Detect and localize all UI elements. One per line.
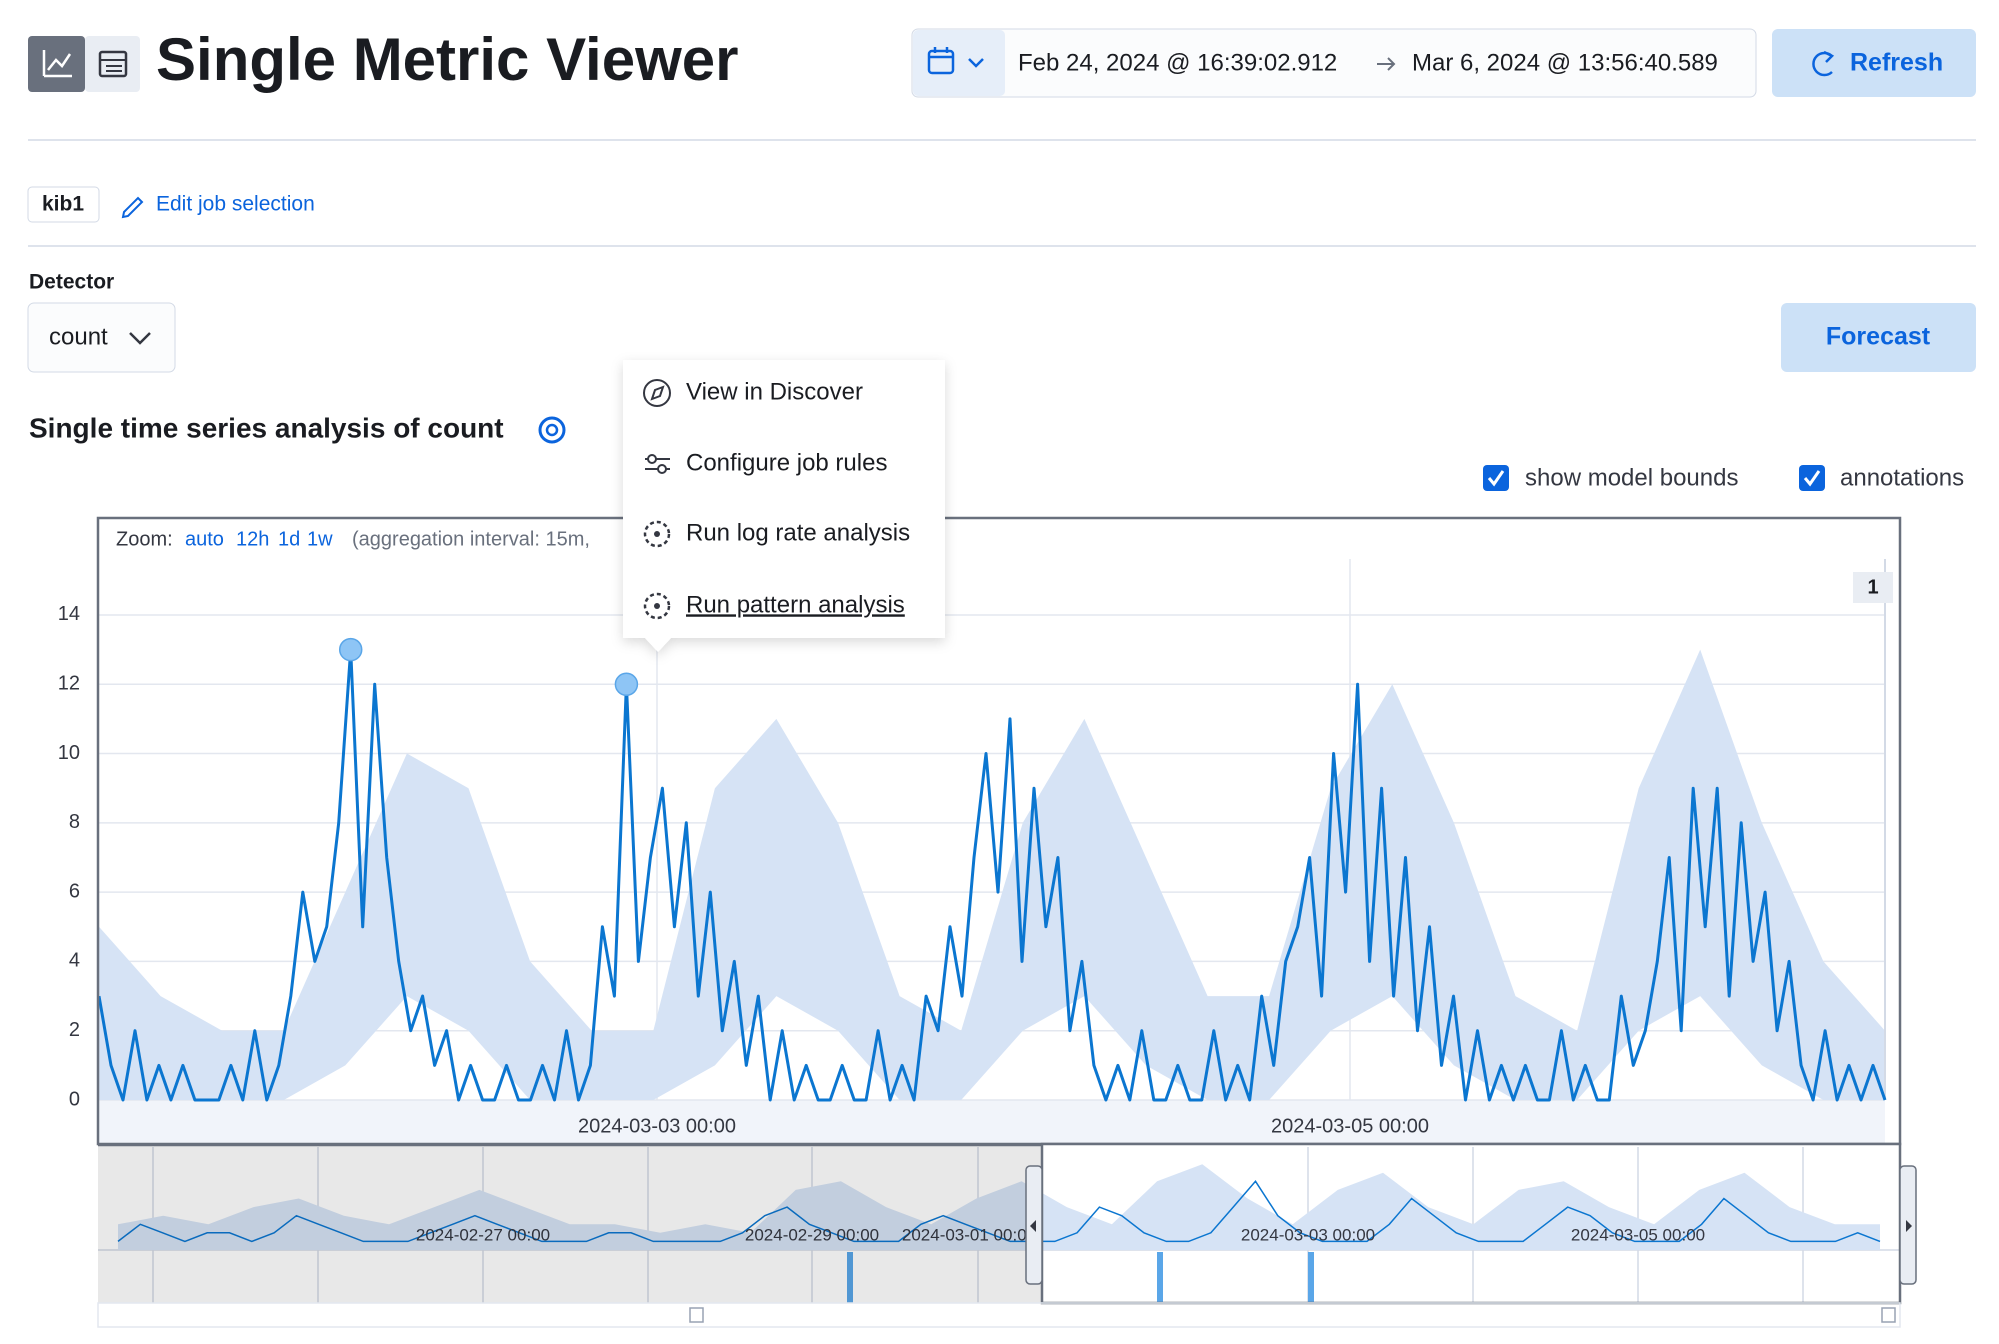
y-tick-label: 8 [69, 811, 80, 833]
date-arrow [1377, 57, 1396, 71]
table-icon [98, 50, 128, 78]
compass-needle [650, 385, 665, 401]
y-tick-label: 2 [69, 1019, 80, 1041]
anomaly-marker[interactable] [338, 637, 363, 662]
detector-value: count [49, 323, 108, 350]
edit-job-link[interactable]: Edit job selection [156, 193, 315, 216]
zoom-option[interactable]: 12h [236, 528, 269, 550]
chevron [968, 58, 984, 68]
overview-annotation [1308, 1252, 1314, 1303]
main-chart: 2024-03-03 00:00 2024-03-05 00:00 0 2 4 6 8 10 1… [58, 559, 1893, 1137]
zoom-option[interactable]: 1w [307, 528, 333, 550]
slider-knob [647, 454, 657, 464]
ml-icon-dot [654, 603, 660, 609]
model-bounds [99, 649, 1885, 1100]
y-tick-label: 12 [58, 673, 80, 695]
overview-tick-label: 2024-02-27 00:00 [416, 1225, 550, 1244]
page-title: Single Metric Viewer [156, 26, 738, 93]
date-picker [911, 28, 1757, 98]
annotation-label: 1 [1867, 576, 1878, 598]
overview-chart: 2024-02-27 00:00 2024-02-29 00:00 2024-03-… [97, 1142, 1917, 1328]
calendar-icon [927, 49, 955, 75]
start-date[interactable]: Feb 24, 2024 @ 16:39:02.912 [1018, 49, 1337, 76]
unselected-region [98, 1144, 1042, 1303]
overview-bounds [118, 1164, 1880, 1250]
y-tick-label: 0 [69, 1088, 80, 1110]
series-line [97, 648, 1887, 1102]
table-view-button[interactable] [85, 36, 140, 92]
job-badge [27, 186, 100, 223]
refresh-label: Refresh [1850, 49, 1943, 77]
slider-knob [657, 464, 667, 474]
detector-select[interactable] [27, 302, 176, 373]
menu-item[interactable]: Configure job rules [686, 449, 887, 476]
detector-label: Detector [29, 271, 114, 294]
x-axis-band [99, 1100, 1885, 1144]
end-date[interactable]: Mar 6, 2024 @ 13:56:40.589 [1412, 49, 1718, 76]
checkmark [1487, 470, 1505, 487]
overview-annotation [847, 1252, 853, 1303]
overview-tick-label: 2024-03-03 00:00 [1241, 1225, 1375, 1244]
handle-arrow [1906, 1220, 1912, 1232]
toggle-label[interactable]: annotations [1840, 464, 1964, 491]
x-tick-label: 2024-03-03 00:00 [578, 1115, 736, 1137]
table-icon-lines [100, 59, 126, 72]
refresh-button[interactable] [1772, 29, 1976, 97]
quick-menu-button[interactable] [913, 30, 1005, 96]
context-menu: View in Discover Configure job rules Run… [623, 360, 945, 652]
overview-line [117, 1180, 1881, 1243]
menu-panel [623, 360, 945, 652]
menu-item[interactable]: Run pattern analysis [686, 591, 905, 618]
checkbox[interactable] [1483, 465, 1509, 491]
job-id: kib1 [42, 193, 84, 216]
menu-item[interactable]: View in Discover [686, 378, 863, 405]
chart-view-button[interactable] [28, 36, 85, 92]
aggregation-interval: (aggregation interval: 15m, [352, 528, 590, 550]
ml-icon-dot [654, 531, 660, 537]
zoom-option[interactable]: auto [185, 528, 224, 550]
overview-tick-label: 2024-03-01 00:00 [902, 1225, 1036, 1244]
compass-icon [643, 379, 671, 407]
checkbox[interactable] [1799, 465, 1825, 491]
refresh-icon-arrow [1823, 50, 1835, 63]
annotation-marker [1853, 572, 1893, 603]
zoom-option[interactable]: 1d [278, 528, 300, 550]
overview-annotation [1157, 1252, 1163, 1303]
help-icon-inner [545, 423, 559, 437]
x-tick-label: 2024-03-05 00:00 [1271, 1115, 1429, 1137]
forecast-button[interactable] [1781, 303, 1976, 372]
handle-arrow [1030, 1220, 1036, 1232]
scrollbar-track [97, 1302, 1901, 1328]
y-tick-label: 10 [58, 742, 80, 764]
toggle-label[interactable]: show model bounds [1525, 464, 1738, 491]
calendar-icon-lines [929, 47, 953, 59]
ml-icon [643, 592, 671, 620]
ml-icon [643, 520, 671, 548]
scroll-knob[interactable] [1881, 1307, 1896, 1323]
pencil-icon [121, 196, 144, 219]
scroll-knob[interactable] [689, 1307, 704, 1323]
overview-tick-label: 2024-02-29 00:00 [745, 1225, 879, 1244]
help-icon[interactable] [538, 416, 566, 444]
y-tick-label: 4 [69, 950, 80, 972]
y-tick-label: 6 [69, 880, 80, 902]
forecast-label: Forecast [1826, 323, 1931, 351]
select-chevron [129, 332, 151, 345]
section-title: Single time series analysis of count [29, 412, 504, 443]
overview-tick-label: 2024-03-05 00:00 [1571, 1225, 1705, 1244]
menu-item[interactable]: Run log rate analysis [686, 519, 910, 546]
zoom-label: Zoom: [116, 528, 173, 550]
anomaly-marker[interactable] [614, 672, 639, 697]
checkmark [1803, 470, 1821, 487]
chart-icon [42, 50, 72, 78]
y-tick-label: 14 [58, 603, 80, 625]
